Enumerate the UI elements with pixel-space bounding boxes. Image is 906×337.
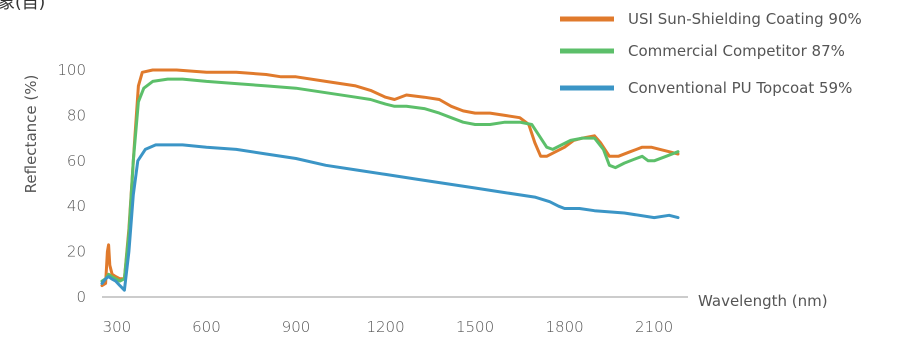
x-axis-label: Wavelength (nm) [698,292,828,310]
x-tick-label: 1200 [366,318,404,336]
series-line-1 [100,68,680,288]
y-tick-label: 80 [67,106,86,124]
y-tick-label: 20 [67,243,86,261]
y-tick-label: 40 [67,197,86,215]
y-tick-label: 100 [57,61,86,79]
y-tick-label: 0 [76,288,86,306]
y-tick-label: 60 [67,152,86,170]
legend-label-2: Commercial Competitor 87% [628,42,845,60]
x-axis-ticks: 300 600 900 1200 1500 1800 2100 [103,318,674,336]
x-tick-label: 900 [282,318,311,336]
x-tick-label: 2100 [635,318,673,336]
legend-label-1: USI Sun-Shielding Coating 90% [628,10,862,28]
y-axis-label: Reflectance (%) [22,75,40,194]
x-tick-label: 1800 [546,318,584,336]
x-tick-label: 600 [192,318,221,336]
title-fragment: 象(自) [0,0,45,13]
series-line-3 [100,143,680,292]
series-line-2 [100,77,680,283]
y-axis-ticks: 0 20 40 60 80 100 [57,61,86,306]
series-lines [100,68,680,292]
x-tick-label: 1500 [456,318,494,336]
legend: USI Sun-Shielding Coating 90% Commercial … [560,10,862,97]
x-tick-label: 300 [103,318,132,336]
legend-label-3: Conventional PU Topcoat 59% [628,79,852,97]
